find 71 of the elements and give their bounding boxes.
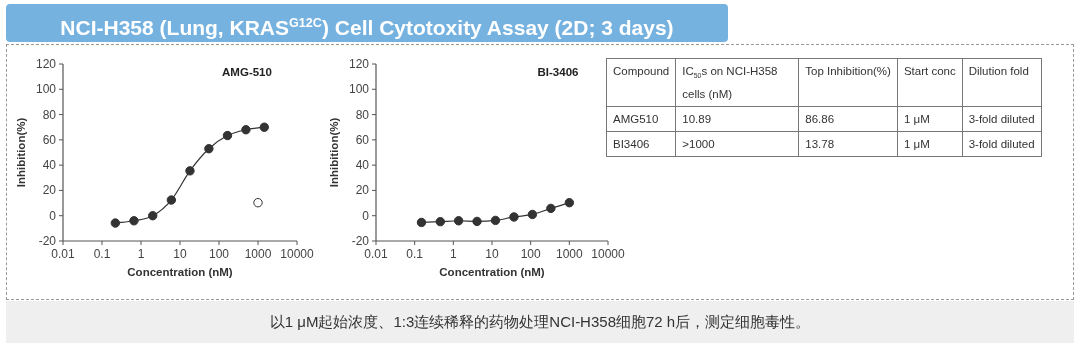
x-tick-label: 1 — [137, 247, 145, 261]
x-tick-label: 10000 — [591, 247, 626, 261]
y-tick-label: 20 — [42, 183, 57, 198]
text: 以1 μM起始浓度、1:3连续稀释的药物处理NCI-H358细胞72 h后，测定细胞毒性。 — [269, 313, 811, 330]
y-tick-label: -20 — [38, 234, 57, 248]
point — [148, 211, 158, 221]
x-tick-label: 0.01 — [51, 247, 75, 261]
point — [185, 166, 195, 176]
category-label: IC$_{50}$s on NCI-H358 cells (nM) — [682, 65, 778, 101]
category-label: Dilution fold — [968, 65, 1029, 77]
text: 10.89 — [682, 113, 712, 126]
y-tick-label: 20 — [355, 183, 370, 198]
y-tick-label: 40 — [355, 158, 370, 173]
text: 1 μM — [903, 138, 930, 151]
y-tick-label: -20 — [351, 234, 370, 248]
x-tick-label: 100 — [520, 247, 541, 261]
text: 1 μM — [903, 113, 930, 126]
category-label: Start conc — [903, 65, 956, 77]
x-tick-label: 1000 — [555, 247, 583, 261]
text: 3-fold diluted — [968, 113, 1035, 126]
point — [416, 217, 427, 228]
x-tick-label: 0.1 — [93, 247, 111, 261]
point — [527, 209, 538, 220]
text: 13.78 — [805, 138, 835, 151]
x-tick-label: 1 — [449, 247, 457, 261]
x-tick-label: 10000 — [280, 247, 315, 261]
chart-title: AMG-510 — [222, 66, 272, 78]
x-tick-label: 10 — [173, 247, 187, 261]
category-label: Top Inhibition(%) — [805, 65, 891, 77]
chart-title: BI-3406 — [537, 66, 579, 78]
y-tick-label: 40 — [42, 158, 57, 173]
y-axis-title: Inhibition(%) — [328, 117, 340, 188]
point — [564, 197, 575, 208]
text: >1000 — [682, 138, 715, 151]
text: AMG510 — [613, 113, 659, 126]
text: BI3406 — [613, 138, 650, 151]
point — [259, 122, 269, 132]
x-tick-label: 0.01 — [364, 247, 388, 261]
category-label: Compound — [613, 65, 670, 77]
y-tick-label: 120 — [348, 57, 370, 71]
y-tick-label: 0 — [49, 208, 57, 223]
y-tick-label: 80 — [42, 107, 57, 122]
text: 86.86 — [805, 113, 835, 126]
point — [129, 216, 139, 226]
y-tick-label: 100 — [35, 82, 57, 97]
point — [490, 215, 501, 226]
point — [546, 203, 556, 214]
y-tick-label: 60 — [42, 132, 57, 147]
point — [472, 216, 482, 227]
point — [453, 216, 464, 226]
text: 3-fold diluted — [968, 138, 1035, 151]
text: NCI-H358 (Lung, KRAS$^{G12C}$) Cell Cytotoxity Assay (2D; 3 days) — [60, 16, 674, 39]
x-tick-label: 1000 — [244, 247, 272, 261]
point — [110, 218, 121, 228]
y-tick-label: 0 — [362, 208, 370, 223]
y-tick-label: 80 — [355, 107, 370, 122]
point — [435, 216, 445, 227]
point — [509, 212, 519, 222]
point — [241, 125, 251, 135]
y-tick-label: 60 — [355, 132, 370, 147]
point — [222, 130, 233, 141]
y-tick-label: 100 — [348, 82, 370, 97]
x-axis-title: Concentration (nM) — [439, 266, 545, 278]
x-tick-label: 100 — [208, 247, 230, 261]
point — [204, 144, 214, 154]
x-tick-label: 0.1 — [406, 247, 424, 261]
point — [166, 195, 177, 205]
y-axis-title: Inhibition(%) — [15, 117, 27, 188]
x-tick-label: 10 — [485, 247, 499, 261]
x-axis-title: Concentration (nM) — [127, 266, 233, 278]
y-tick-label: 120 — [35, 57, 57, 71]
